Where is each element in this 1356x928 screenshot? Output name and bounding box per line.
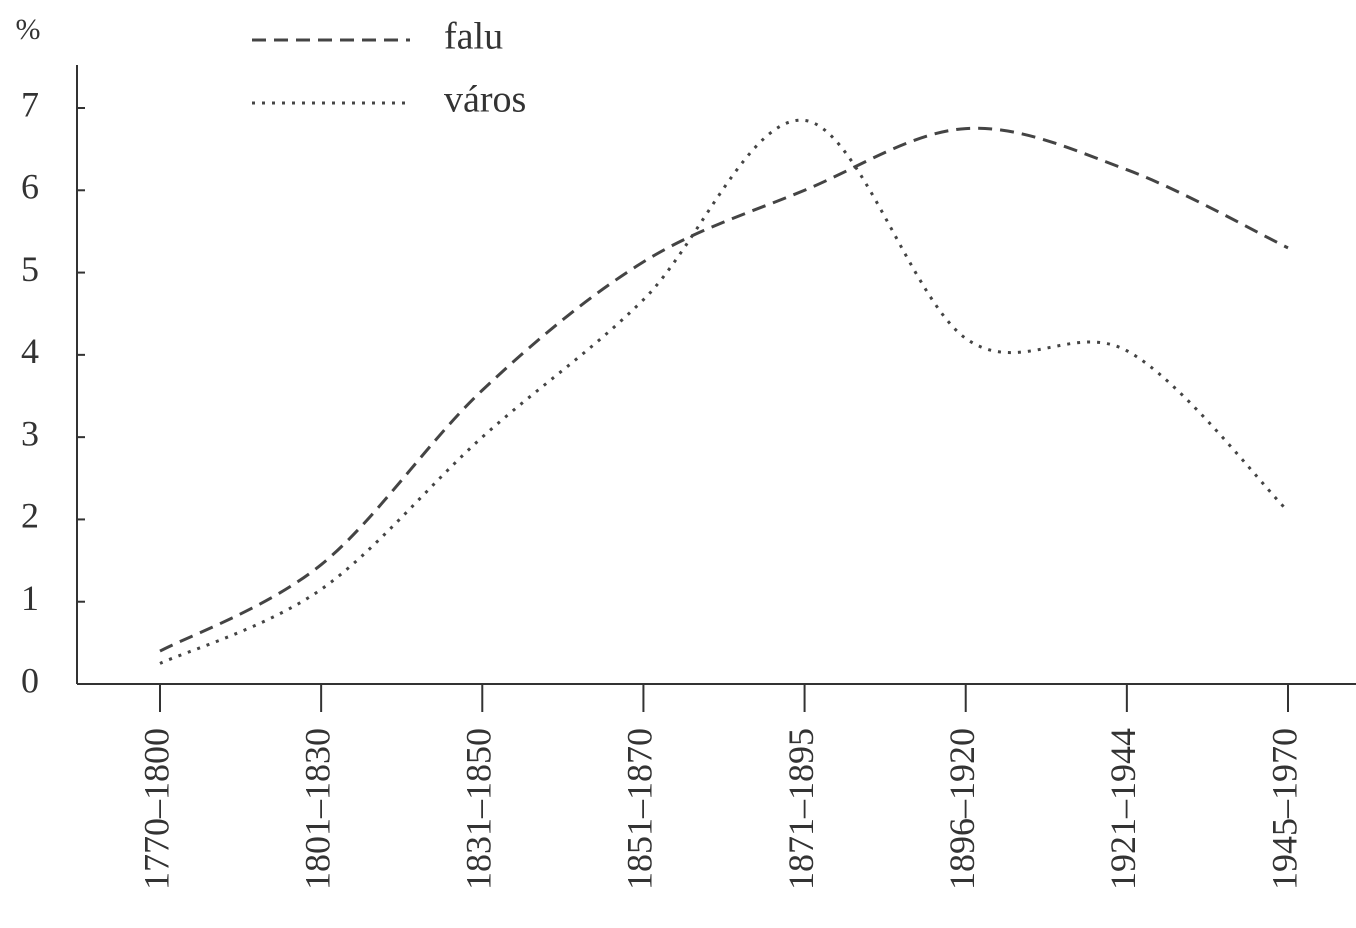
y-tick-label: 3: [21, 413, 39, 453]
x-tick-label: 1831–1850: [459, 728, 499, 890]
y-tick-label: 1: [21, 578, 39, 618]
y-tick-label: 5: [21, 249, 39, 289]
y-tick-label: 0: [21, 660, 39, 700]
x-tick-label: 1851–1870: [620, 728, 660, 890]
x-tick-label: 1921–1944: [1103, 728, 1143, 890]
line-series: [159, 118, 1290, 665]
x-tick-label: 1945–1970: [1264, 728, 1304, 890]
legend-label: város: [444, 79, 526, 121]
y-tick-label: 2: [21, 496, 39, 536]
x-tick-label: 1801–1830: [297, 728, 337, 890]
y-tick-label: 7: [21, 84, 39, 124]
line-series: [159, 126, 1289, 653]
y-tick-label: 6: [21, 167, 39, 207]
x-tick-label: 1896–1920: [942, 728, 982, 890]
x-tick-label: 1770–1800: [136, 728, 176, 890]
x-tick-label: 1871–1895: [781, 728, 821, 890]
y-axis-label: %: [16, 13, 41, 46]
legend-label: falu: [444, 16, 503, 58]
y-tick-label: 4: [21, 331, 39, 371]
